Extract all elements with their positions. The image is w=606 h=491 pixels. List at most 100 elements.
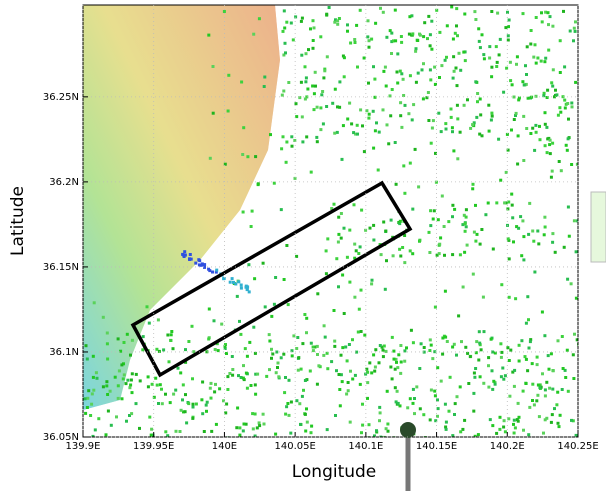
echo-dot [562, 367, 565, 370]
echo-dot [303, 313, 306, 316]
echo-dot [451, 130, 454, 133]
echo-dot [531, 230, 534, 233]
echo-dot [359, 108, 362, 111]
echo-dot [229, 281, 232, 284]
echo-dot [370, 282, 373, 285]
echo-dot [514, 297, 517, 300]
echo-dot [423, 346, 426, 349]
echo-dot [198, 259, 201, 262]
echo-dot [428, 251, 431, 254]
echo-dot [148, 322, 151, 325]
echo-dot [421, 68, 424, 71]
echo-dot [556, 391, 559, 394]
echo-dot [403, 192, 406, 195]
echo-dot [490, 10, 493, 13]
echo-dot [391, 88, 394, 91]
echo-dot [497, 138, 500, 141]
echo-dot [282, 90, 285, 93]
echo-dot [397, 353, 400, 356]
echo-dot [138, 427, 141, 430]
echo-dot [559, 111, 562, 114]
echo-dot [341, 158, 344, 161]
echo-dot [184, 410, 187, 413]
echo-dot [333, 340, 336, 343]
echo-dot [472, 392, 475, 395]
echo-dot [526, 369, 529, 372]
echo-dot [474, 367, 477, 370]
echo-dot [242, 429, 245, 432]
echo-dot [491, 115, 494, 118]
echo-dot [570, 163, 573, 166]
echo-dot [503, 201, 506, 204]
echo-dot [277, 362, 280, 365]
echo-dot [459, 385, 462, 388]
echo-dot [385, 350, 388, 353]
echo-dot [575, 434, 578, 437]
echo-dot [451, 126, 454, 129]
echo-dot [565, 144, 568, 147]
echo-dot [231, 277, 234, 280]
echo-dot [387, 142, 390, 145]
echo-dot [551, 388, 554, 391]
echo-dot [567, 137, 570, 140]
echo-dot [394, 386, 397, 389]
echo-dot [129, 384, 132, 387]
echo-dot [547, 23, 550, 26]
echo-dot [563, 65, 566, 68]
echo-dot [561, 335, 564, 338]
echo-dot [270, 348, 273, 351]
echo-dot [551, 25, 554, 28]
echo-dot [443, 225, 446, 228]
echo-dot [368, 361, 371, 364]
echo-dot [415, 81, 418, 84]
echo-dot [349, 421, 352, 424]
echo-dot [191, 325, 194, 328]
echo-dot [428, 349, 431, 352]
echo-dot [300, 20, 303, 23]
echo-dot [519, 215, 522, 218]
echo-dot [324, 336, 327, 339]
echo-dot [535, 16, 538, 19]
echo-dot [534, 124, 537, 127]
echo-dot [553, 407, 556, 410]
echo-dot [444, 122, 447, 125]
echo-dot [320, 93, 323, 96]
echo-dot [430, 389, 433, 392]
echo-dot [273, 303, 276, 306]
echo-dot [456, 34, 459, 37]
echo-dot [500, 356, 503, 359]
echo-dot [367, 19, 370, 22]
echo-dot [306, 88, 309, 91]
echo-dot [464, 59, 467, 62]
echo-dot [445, 128, 448, 131]
echo-dot [398, 248, 401, 251]
echo-dot [503, 419, 506, 422]
echo-dot [300, 54, 303, 57]
echo-dot [533, 149, 536, 152]
echo-dot [160, 388, 163, 391]
echo-dot [382, 11, 385, 14]
echo-dot [507, 34, 510, 37]
echo-dot [536, 356, 539, 359]
echo-dot [282, 353, 285, 356]
echo-dot [159, 383, 162, 386]
echo-dot [172, 347, 175, 350]
echo-dot [205, 404, 208, 407]
echo-dot [433, 66, 436, 69]
echo-dot [443, 254, 446, 257]
echo-dot [269, 133, 272, 136]
echo-dot [361, 403, 364, 406]
echo-dot [240, 81, 243, 84]
echo-dot [396, 366, 399, 369]
echo-dot [536, 230, 539, 233]
echo-dot [526, 295, 529, 298]
echo-dot [453, 413, 456, 416]
echo-dot [429, 224, 432, 227]
echo-dot [535, 131, 538, 134]
echo-dot [480, 228, 483, 231]
echo-dot [310, 342, 313, 345]
echo-dot [462, 51, 465, 54]
echo-dot [452, 77, 455, 80]
echo-dot [242, 364, 245, 367]
echo-dot [531, 362, 534, 365]
